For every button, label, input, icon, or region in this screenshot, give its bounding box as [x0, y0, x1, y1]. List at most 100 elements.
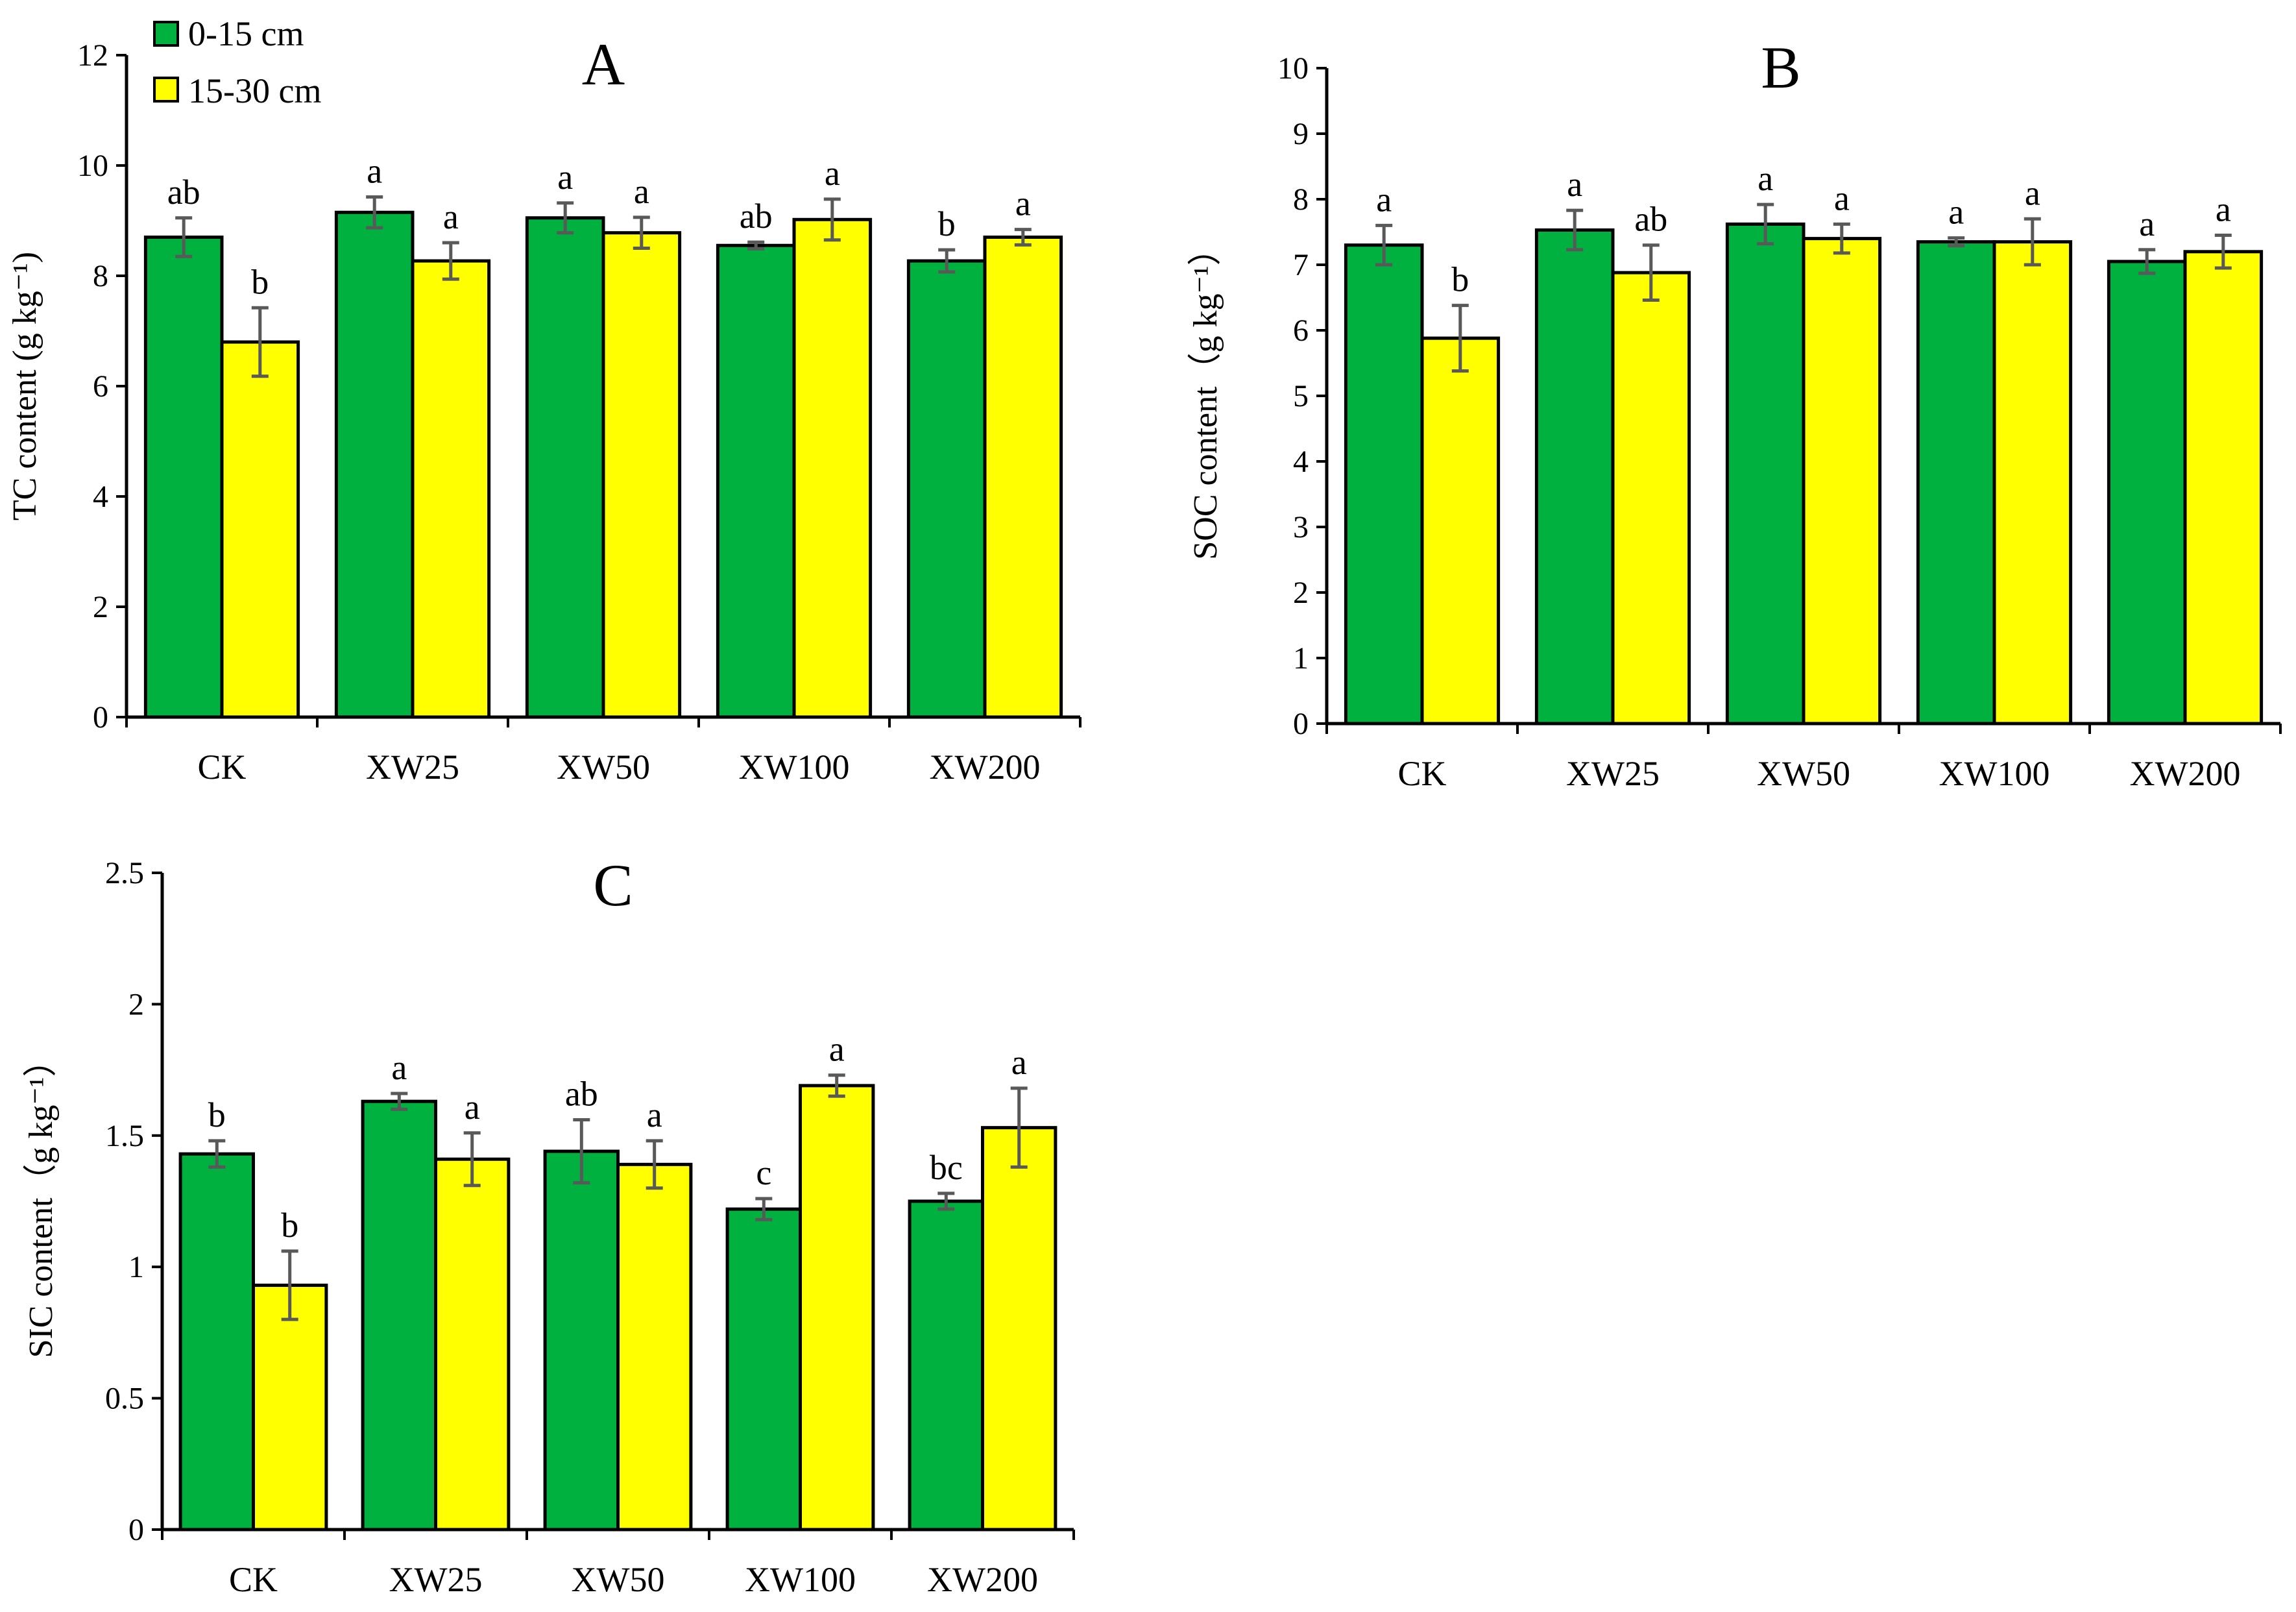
significance-letter: a [1948, 193, 1964, 232]
x-tick-label: XW100 [739, 748, 850, 787]
significance-letter: a [2216, 190, 2231, 229]
significance-letter: b [251, 262, 269, 301]
y-tick-label: 6 [1293, 313, 1309, 348]
x-tick-label: XW50 [1757, 754, 1850, 793]
legend: 0-15 cm 15-30 cm [153, 14, 321, 110]
significance-letter: a [634, 172, 649, 211]
bar-15-30 [2183, 250, 2264, 726]
y-tick-label: 2 [128, 987, 144, 1021]
x-tick-label: CK [197, 748, 246, 787]
bar-15-30 [981, 1126, 1057, 1532]
chart-title: B [1761, 34, 1800, 101]
y-axis-label: SOC content（g kg⁻¹） [1187, 232, 1224, 559]
x-tick-label: XW100 [1939, 754, 2050, 793]
y-tick-label: 8 [1293, 182, 1309, 217]
bar-0-15 [906, 259, 987, 719]
significance-letter: a [1834, 178, 1850, 217]
bar-15-30 [434, 1157, 511, 1532]
bar-15-30 [799, 1084, 875, 1532]
y-tick-label: 1 [1293, 641, 1309, 676]
legend-swatch-0-15 [153, 21, 179, 47]
x-tick-label: XW200 [930, 748, 1041, 787]
bar-15-30 [1611, 271, 1691, 726]
x-tick-label: XW25 [366, 748, 459, 787]
chart-panels: ATC content (g kg⁻¹)024681012CKabbXW25aa… [6, 31, 2282, 1599]
y-tick-label: 4 [1293, 445, 1309, 479]
x-tick-label: CK [1397, 754, 1446, 793]
bar-15-30 [1992, 240, 2073, 726]
significance-letter: ab [565, 1075, 598, 1114]
y-axis-label: TC content (g kg⁻¹) [6, 252, 43, 520]
bar-15-30 [252, 1284, 328, 1532]
significance-letter: bc [930, 1148, 963, 1187]
y-tick-label: 7 [1293, 248, 1309, 282]
significance-letter: b [938, 204, 956, 243]
y-tick-label: 0.5 [105, 1382, 144, 1416]
significance-letter: a [1758, 159, 1773, 198]
bar-0-15 [725, 1207, 802, 1532]
bar-15-30 [1802, 237, 1882, 726]
significance-letter: a [1015, 184, 1031, 223]
significance-letter: b [281, 1206, 298, 1245]
y-tick-label: 0 [128, 1513, 144, 1547]
significance-letter: b [1451, 260, 1469, 299]
significance-letter: ab [167, 173, 200, 212]
x-tick-label: XW100 [745, 1560, 856, 1599]
y-tick-label: 12 [77, 38, 108, 73]
y-tick-label: 2.5 [105, 856, 144, 890]
significance-letter: b [208, 1095, 226, 1134]
y-tick-label: 6 [93, 369, 108, 404]
y-tick-label: 1.5 [105, 1119, 144, 1153]
x-tick-label: XW200 [2130, 754, 2241, 793]
bar-0-15 [178, 1152, 256, 1532]
y-tick-label: 10 [77, 149, 108, 183]
x-tick-label: XW50 [572, 1560, 665, 1599]
significance-letter: a [1567, 165, 1582, 204]
y-tick-label: 9 [1293, 117, 1309, 151]
bar-0-15 [1534, 228, 1615, 726]
significance-letter: a [2025, 173, 2040, 212]
bar-0-15 [143, 236, 224, 719]
x-tick-label: CK [229, 1560, 278, 1599]
y-tick-label: 5 [1293, 379, 1309, 413]
y-tick-label: 1 [128, 1250, 144, 1284]
bar-0-15 [716, 243, 796, 719]
bar-0-15 [1344, 243, 1424, 726]
bar-0-15 [1725, 222, 1806, 726]
bar-0-15 [1916, 240, 1996, 726]
significance-letter: a [557, 158, 573, 197]
significance-letter: c [756, 1153, 771, 1192]
bar-0-15 [2107, 260, 2187, 726]
chart-panel-C: C SIC content（g kg⁻¹） 0 0.5 1 1.5 2 2.5 CK b b XW25… [23, 852, 1075, 1599]
legend-label-0-15: 0-15 cm [188, 14, 304, 53]
y-tick-label: 0 [93, 700, 108, 735]
bar-0-15 [361, 1099, 437, 1532]
bar-0-15 [334, 210, 415, 719]
bar-15-30 [411, 259, 491, 719]
significance-letter: a [465, 1088, 480, 1127]
bar-15-30 [220, 340, 300, 719]
significance-letter: ab [740, 197, 773, 236]
y-axis-label: SIC content（g kg⁻¹） [23, 1043, 60, 1358]
bar-0-15 [525, 216, 605, 719]
significance-letter: a [1376, 180, 1392, 219]
y-tick-label: 0 [1293, 707, 1309, 741]
y-tick-label: 2 [1293, 576, 1309, 610]
chart-title: A [582, 31, 625, 97]
significance-letter: a [2139, 204, 2155, 243]
significance-letter: a [443, 197, 459, 236]
x-tick-label: XW25 [1566, 754, 1660, 793]
significance-letter: ab [1634, 200, 1667, 239]
y-tick-label: 8 [93, 259, 108, 293]
y-tick-label: 3 [1293, 510, 1309, 544]
bar-15-30 [792, 217, 873, 719]
significance-letter: a [647, 1095, 662, 1134]
significance-letter: a [825, 154, 840, 193]
y-tick-label: 2 [93, 590, 108, 624]
significance-letter: a [829, 1030, 845, 1069]
bar-15-30 [616, 1162, 693, 1532]
significance-letter: a [391, 1048, 407, 1087]
x-tick-label: XW50 [557, 748, 650, 787]
